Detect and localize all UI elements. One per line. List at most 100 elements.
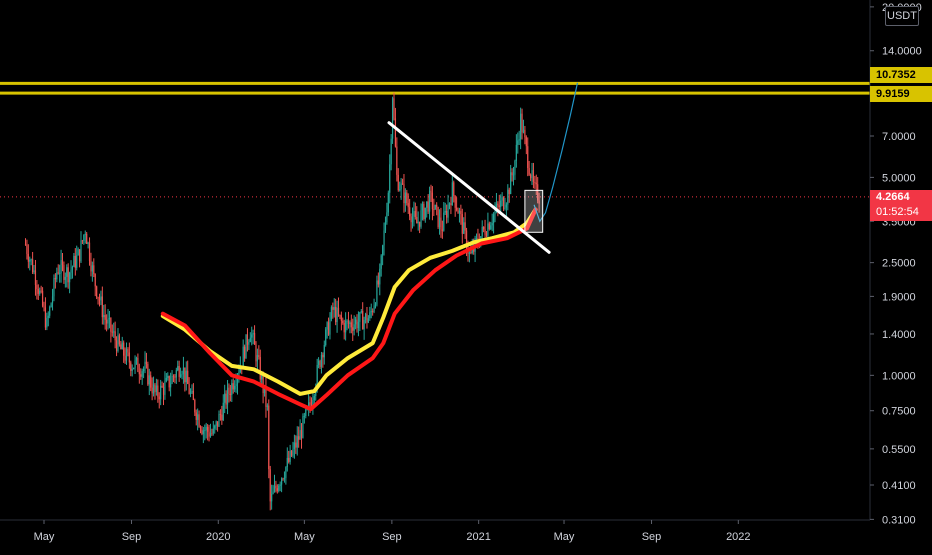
candle-body: [525, 137, 527, 147]
x-tick-label: May: [34, 531, 55, 543]
candle-body: [488, 223, 490, 230]
candle-body: [135, 357, 138, 361]
candle-body: [263, 386, 266, 394]
candle-body: [39, 290, 41, 294]
candle-body: [352, 327, 354, 331]
candle-body: [409, 207, 411, 217]
candle-body: [521, 113, 523, 133]
candle-body: [360, 310, 362, 313]
candle-body: [440, 217, 442, 230]
candle-body: [246, 334, 249, 345]
candle-body: [121, 342, 123, 350]
candle-body: [255, 344, 257, 362]
candle-body: [393, 98, 395, 119]
candle-body: [60, 260, 62, 274]
candle-body: [103, 314, 105, 318]
candle-body: [419, 221, 421, 227]
candle-body: [438, 217, 441, 228]
currency-label[interactable]: USDT: [885, 6, 919, 26]
y-tick-label: 0.4100: [882, 480, 916, 492]
candle-body: [256, 355, 259, 362]
candle-body: [520, 113, 522, 140]
candle-body: [343, 323, 345, 333]
x-tick-label: 2020: [206, 531, 230, 543]
candle-body: [497, 203, 499, 206]
candle-body: [313, 395, 315, 401]
candle-body: [339, 314, 341, 316]
candle-body: [209, 433, 212, 437]
candle-body: [320, 354, 323, 367]
candle-body: [88, 242, 91, 262]
candle-body: [185, 370, 187, 383]
candle-body: [170, 383, 172, 388]
candle-body: [441, 229, 443, 231]
y-tick-label: 1.9000: [882, 291, 916, 303]
candle-body: [376, 280, 378, 305]
y-tick-label: 5.0000: [882, 172, 916, 184]
candle-body: [74, 255, 76, 268]
candle-body: [416, 217, 418, 224]
candle-body: [448, 203, 451, 205]
candle-body: [362, 310, 364, 330]
candle-body: [249, 337, 251, 342]
candle-body: [327, 322, 330, 335]
candle-body: [273, 485, 276, 492]
candle-body: [187, 370, 189, 384]
candle-body: [61, 260, 64, 266]
candle-body: [350, 322, 352, 328]
candle-body: [473, 247, 475, 252]
candle-body: [302, 416, 304, 438]
y-tick-label: 14.0000: [882, 46, 922, 58]
candle-body: [487, 223, 489, 236]
candle-body: [90, 261, 92, 272]
candle-body: [305, 409, 307, 416]
candle-body: [518, 139, 520, 141]
x-tick-label: Sep: [122, 531, 142, 543]
candle-body: [397, 174, 399, 191]
y-tick-label: 0.7500: [882, 406, 916, 418]
candle-body: [457, 209, 459, 214]
candle-body: [538, 200, 540, 204]
candle-body: [374, 304, 377, 306]
candle-body: [46, 317, 48, 328]
candle-body: [298, 436, 300, 440]
candle-body: [515, 144, 517, 161]
candle-body: [215, 421, 217, 426]
current-price-value: 4.2664: [876, 191, 910, 203]
candle-body: [296, 436, 298, 448]
candle-body: [144, 361, 146, 369]
candle-body: [40, 290, 42, 292]
candle-body: [195, 412, 197, 420]
candle-body: [411, 216, 414, 223]
candle-body: [391, 98, 394, 139]
candle-body: [481, 226, 483, 237]
candle-body: [322, 354, 324, 358]
candle-body: [100, 296, 102, 301]
candle-body: [383, 230, 385, 246]
candle-body: [537, 184, 539, 201]
candle-body: [43, 305, 45, 308]
candle-body: [276, 488, 278, 491]
candle-body: [194, 399, 196, 413]
candle-body: [421, 204, 424, 211]
candle-body: [454, 195, 456, 208]
candle-body: [120, 344, 122, 350]
candle-body: [483, 226, 485, 230]
candle-body: [172, 376, 175, 377]
candle-body: [224, 393, 226, 403]
candle-body: [118, 335, 121, 345]
candle-body: [157, 385, 159, 397]
x-tick-label: Sep: [642, 531, 662, 543]
candle-body: [191, 390, 193, 393]
candle-body: [380, 255, 382, 269]
candle-body: [33, 270, 35, 273]
candle-body: [244, 346, 246, 359]
candle-body: [340, 315, 342, 321]
candle-body: [363, 319, 365, 330]
candle-body: [57, 272, 59, 274]
candle-body: [514, 160, 516, 175]
candle-body: [500, 200, 502, 208]
candle-body: [364, 313, 367, 320]
